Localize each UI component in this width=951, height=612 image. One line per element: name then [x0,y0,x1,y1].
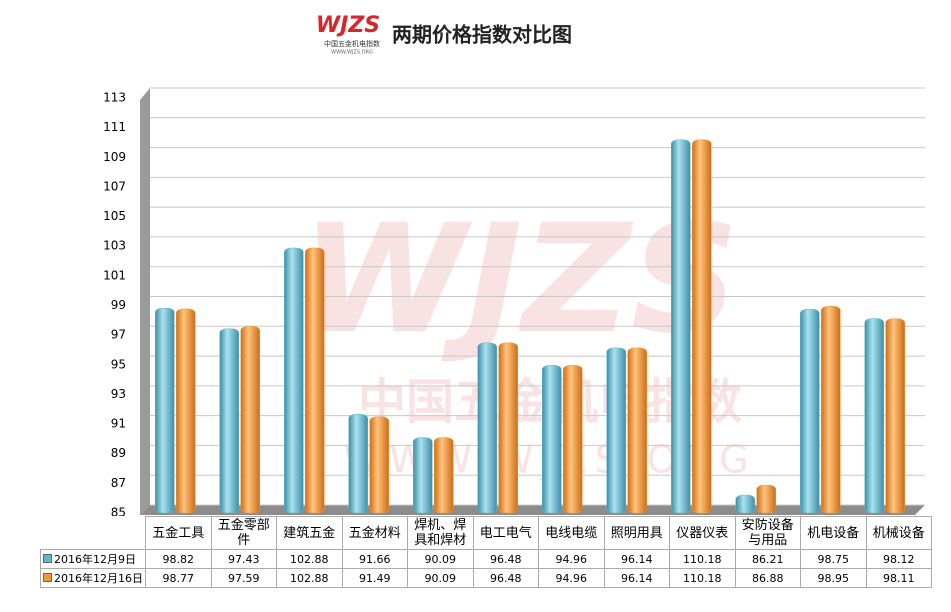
bar [756,484,776,514]
bar [219,328,239,514]
y-tick-label: 89 [111,446,126,460]
table-cell: 五金材料 [341,516,408,550]
table-cell: 98.11 [865,568,932,588]
table-row: 五金工具 五金零部件 建筑五金 五金材料 焊机、焊具和焊材 电工电气 电线电缆 照明用具 仪器仪… [41,516,932,550]
table-cell: 98.12 [865,549,932,569]
y-tick-label: 91 [111,417,126,431]
table-cell: 2016年12月9日 [40,549,146,569]
bar [821,305,841,514]
table-cell: 安防设备与用品 [734,516,801,550]
side-wall [140,88,150,515]
bar [800,308,820,514]
table-cell: 90.09 [407,549,474,569]
logo-url: WWW.WJZS.ORG [331,50,373,56]
table-cell: 91.66 [341,549,408,569]
table-row: 2016年12月16日 98.77 97.59 102.88 91.49 90.09 96.… [40,568,932,588]
bar [563,365,583,514]
bar [155,307,175,514]
table-cell: 96.14 [603,568,670,588]
table-cell [41,517,146,550]
y-tick-label: 109 [103,150,126,164]
bar [606,347,626,514]
legend-label: 2016年12月9日 [54,552,136,566]
legend-swatch [43,553,52,563]
table-cell: 焊机、焊具和焊材 [407,516,474,550]
table-cell: 96.48 [472,549,539,569]
table-cell: 96.48 [472,568,539,588]
bar [735,494,755,514]
bar [305,247,325,514]
bar [413,437,433,514]
logo-mark: WJZS [316,13,380,38]
y-tick-label: 85 [111,506,126,517]
bar [348,414,368,514]
table-cell: 建筑五金 [276,516,343,550]
table-cell: 2016年12月16日 [40,568,146,588]
legend-label: 2016年12月16日 [54,571,143,585]
bar [885,318,905,514]
y-tick-label: 111 [103,120,126,134]
bar [692,139,712,514]
y-tick-label: 101 [103,268,126,282]
table-cell: 91.49 [341,568,408,588]
y-tick-label: 107 [103,179,126,193]
table-cell: 102.88 [276,568,343,588]
y-tick-label: 87 [111,476,126,490]
table-cell: 97.59 [210,568,277,588]
table-cell: 98.75 [800,549,867,569]
chart: WJZS 中国五金机电指数 WWW.WJZS.ORG WJZS 中国五金机电指数… [103,13,925,517]
bar [671,139,691,514]
y-tick-label: 93 [111,387,126,401]
bar [240,326,260,514]
table-cell: 94.96 [538,549,605,569]
table-cell: 电工电气 [472,516,539,550]
bar [284,247,304,514]
floor [140,505,925,515]
legend-swatch [43,572,52,582]
bar [434,437,454,514]
table-cell: 机械设备 [865,516,932,550]
bar [627,347,647,514]
table-cell: 110.18 [669,568,736,588]
table-cell: 98.95 [800,568,867,588]
bar [542,365,562,514]
y-tick-label: 113 [103,91,126,105]
logo-name: 中国五金机电指数 [324,39,380,48]
table-row: 2016年12月9日 98.82 97.43 102.88 91.66 90.09 96.4… [40,549,932,569]
table-cell: 98.82 [145,549,212,569]
table-cell: 98.77 [145,568,212,588]
table-cell: 90.09 [407,568,474,588]
table-cell: 96.14 [603,549,670,569]
bar [498,342,518,514]
table-cell: 仪器仪表 [669,516,736,550]
table-cell: 五金零部件 [210,516,277,550]
table-cell: 五金工具 [145,516,212,550]
table-cell: 86.88 [734,568,801,588]
watermark-mark: WJZS [301,193,739,367]
table-cell: 102.88 [276,549,343,569]
y-tick-label: 95 [111,357,126,371]
bar [369,416,389,514]
table-cell: 86.21 [734,549,801,569]
y-tick-label: 103 [103,239,126,253]
chart-title: 两期价格指数对比图 [392,23,572,47]
table-cell: 电线电缆 [538,516,605,550]
y-tick-label: 97 [111,328,126,342]
bar [864,318,884,514]
data-table: 五金工具 五金零部件 建筑五金 五金材料 焊机、焊具和焊材 电工电气 电线电缆 照明用具 仪器仪… [40,516,932,588]
table-cell: 110.18 [669,549,736,569]
table-cell: 94.96 [538,568,605,588]
y-tick-label: 99 [111,298,126,312]
bar [176,308,196,514]
table-cell: 97.43 [210,549,277,569]
y-tick-label: 105 [103,209,126,223]
table-cell: 照明用具 [603,516,670,550]
bar [477,342,497,514]
table-cell: 机电设备 [800,516,867,550]
